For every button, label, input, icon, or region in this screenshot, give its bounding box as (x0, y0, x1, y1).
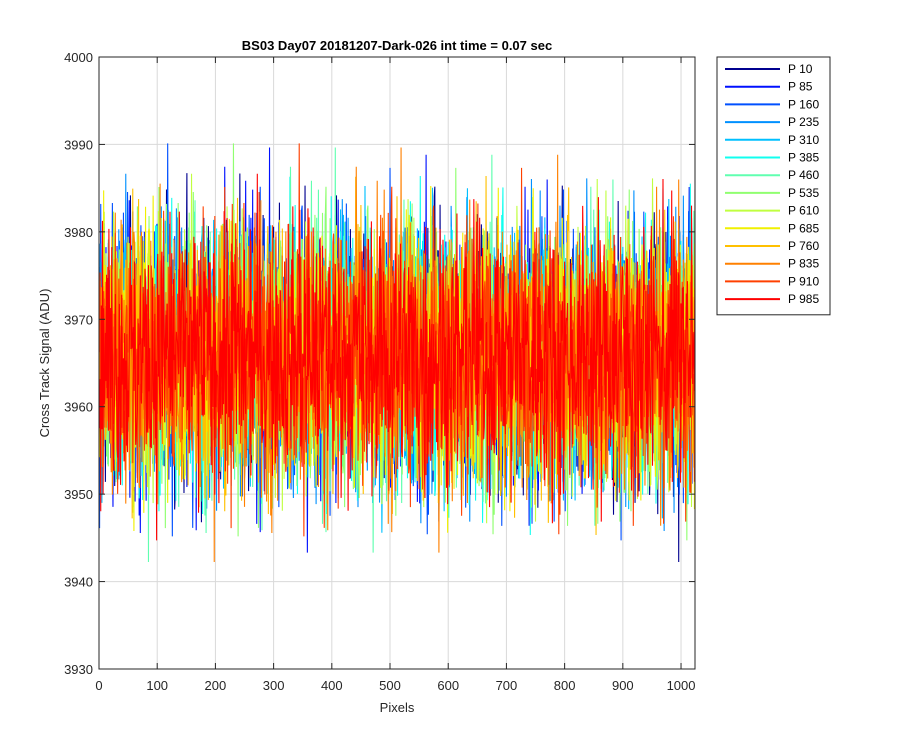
legend-label: P 910 (788, 274, 819, 288)
x-tick-label: 200 (205, 678, 227, 693)
legend-box (716, 56, 831, 316)
legend-label: P 385 (788, 151, 819, 165)
x-tick-label: 800 (554, 678, 576, 693)
legend-label: P 10 (788, 62, 813, 76)
x-tick-label: 700 (496, 678, 518, 693)
y-tick-label: 3940 (64, 575, 93, 590)
axis-ticks: 0 100 200 300 400 500 600 700 800 900 1000 3930 3940… (64, 50, 695, 693)
y-tick-label: 3970 (64, 312, 93, 327)
x-tick-label: 500 (379, 678, 401, 693)
x-tick-label: 0 (95, 678, 102, 693)
series-group (99, 143, 695, 563)
x-tick-label: 1000 (667, 678, 696, 693)
legend-label: P 85 (788, 80, 813, 94)
legend-label: P 985 (788, 292, 819, 306)
legend-label: P 535 (788, 186, 819, 200)
y-tick-label: 3960 (64, 400, 93, 415)
x-tick-label: 100 (146, 678, 168, 693)
legend-label: P 235 (788, 115, 819, 129)
x-tick-label: 600 (437, 678, 459, 693)
legend-label: P 160 (788, 97, 819, 111)
x-tick-label: 300 (263, 678, 285, 693)
plot-border (98, 56, 696, 670)
x-tick-label: 900 (612, 678, 634, 693)
x-tick-label: 400 (321, 678, 343, 693)
legend-label: P 760 (788, 239, 819, 253)
y-tick-label: 3980 (64, 225, 93, 240)
y-axis-label: Cross Track Signal (ADU) (37, 289, 52, 438)
y-tick-label: 4000 (64, 50, 93, 65)
legend-label: P 610 (788, 204, 819, 218)
y-tick-label: 3930 (64, 662, 93, 677)
chart-title: BS03 Day07 20181207-Dark-026 int time = … (242, 38, 552, 53)
y-tick-label: 3950 (64, 487, 93, 502)
legend-label: P 685 (788, 221, 819, 235)
y-tick-label: 3990 (64, 137, 93, 152)
legend-label: P 310 (788, 133, 819, 147)
legend-label: P 835 (788, 257, 819, 271)
x-axis-label: Pixels (380, 700, 415, 715)
legend-label: P 460 (788, 168, 819, 182)
legend: P 10 P 85 P 160 P 235 P 310 P 385 P 460 P 535 P … (716, 56, 831, 316)
series-line (99, 173, 695, 541)
